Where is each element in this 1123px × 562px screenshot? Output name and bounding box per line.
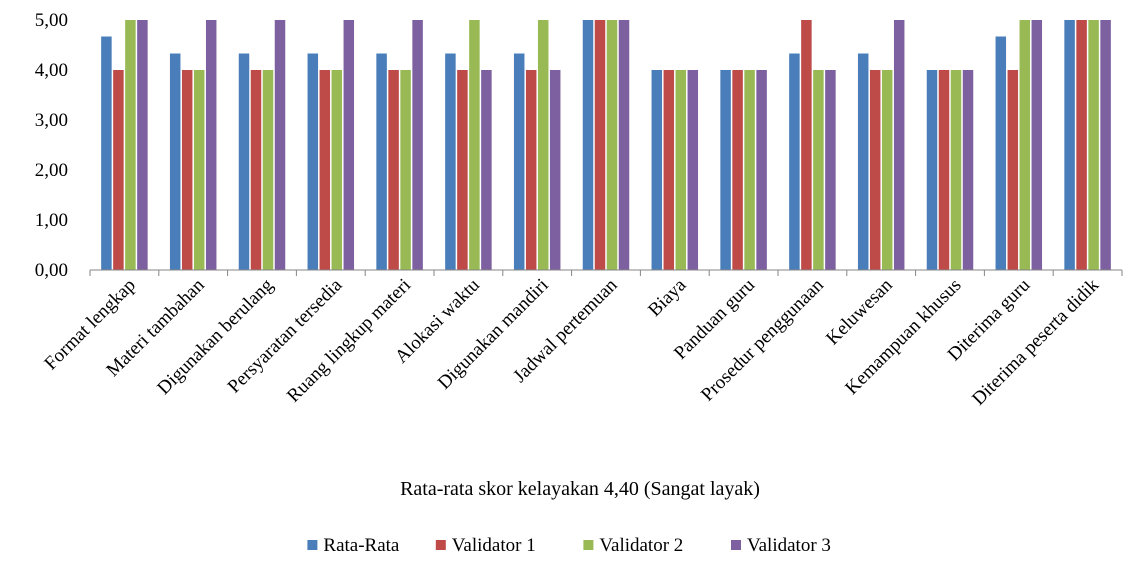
x-category-label: Diterima peserta didik bbox=[968, 274, 1103, 409]
x-category-label: Biaya bbox=[644, 274, 691, 321]
y-tick-label: 5,00 bbox=[35, 10, 68, 31]
bar bbox=[950, 70, 962, 270]
bar bbox=[720, 70, 731, 270]
y-tick-label: 1,00 bbox=[35, 210, 68, 231]
bar bbox=[789, 53, 800, 270]
legend: Rata-Rata Validator 1 Validator 2 Validator… bbox=[307, 535, 831, 556]
x-category-label: Keluwesan bbox=[822, 274, 897, 349]
bar bbox=[400, 70, 411, 270]
bar bbox=[205, 20, 217, 270]
bar bbox=[262, 70, 274, 270]
bar bbox=[1064, 20, 1075, 270]
legend-swatch bbox=[307, 540, 318, 550]
legend-label: Rata-Rata bbox=[323, 535, 400, 556]
x-category-label: Ruang lingkup materi bbox=[283, 275, 415, 407]
bar bbox=[663, 70, 675, 270]
bars bbox=[101, 20, 1111, 270]
bar bbox=[469, 20, 480, 270]
bar bbox=[513, 53, 525, 270]
legend-swatch bbox=[583, 540, 594, 550]
bar bbox=[238, 53, 250, 270]
legend-label: Validator 3 bbox=[747, 535, 831, 556]
y-axis: 0,00 1,00 2,00 3,00 4,00 5,00 bbox=[35, 10, 68, 281]
y-tick-label: 4,00 bbox=[35, 60, 68, 81]
bar bbox=[926, 70, 938, 270]
y-tick-label: 0,00 bbox=[35, 260, 68, 281]
bar bbox=[857, 53, 869, 270]
bar bbox=[274, 20, 286, 270]
bar bbox=[1100, 20, 1111, 270]
bar bbox=[1007, 70, 1019, 270]
bar bbox=[651, 70, 663, 270]
bar bbox=[457, 70, 468, 270]
bar bbox=[594, 20, 606, 270]
bar bbox=[113, 70, 124, 270]
bar bbox=[193, 70, 205, 270]
legend-swatch bbox=[731, 540, 741, 550]
legend-label: Validator 1 bbox=[452, 535, 536, 556]
bar bbox=[319, 70, 331, 270]
bar bbox=[388, 70, 399, 270]
bar bbox=[825, 70, 836, 270]
bar bbox=[606, 20, 618, 270]
bar bbox=[412, 20, 423, 270]
bar bbox=[995, 36, 1007, 270]
legend-label: Validator 2 bbox=[599, 535, 683, 556]
bar bbox=[125, 20, 136, 270]
bar bbox=[343, 20, 355, 270]
bar bbox=[525, 70, 537, 270]
bar bbox=[813, 70, 824, 270]
bar bbox=[331, 70, 343, 270]
bar bbox=[376, 53, 387, 270]
bar bbox=[137, 20, 148, 270]
bar bbox=[801, 20, 812, 270]
x-category-label: Kemampuan khusus bbox=[841, 275, 965, 399]
bar bbox=[618, 20, 630, 270]
bar bbox=[869, 70, 881, 270]
bar bbox=[445, 53, 456, 270]
bar bbox=[732, 70, 743, 270]
bar bbox=[1031, 20, 1043, 270]
bar bbox=[893, 20, 905, 270]
x-category-label: Persyaratan tersedia bbox=[224, 274, 347, 397]
x-category-label: Digunakan berulang bbox=[153, 274, 278, 399]
x-category-label: Prosedur penggunaan bbox=[697, 274, 828, 405]
bar bbox=[181, 70, 193, 270]
bar bbox=[481, 70, 492, 270]
bar bbox=[1076, 20, 1087, 270]
bar bbox=[1019, 20, 1031, 270]
bar bbox=[250, 70, 262, 270]
bar bbox=[744, 70, 755, 270]
bar bbox=[101, 36, 112, 270]
bar bbox=[675, 70, 687, 270]
bar bbox=[537, 20, 549, 270]
bar bbox=[881, 70, 893, 270]
bar bbox=[169, 53, 181, 270]
bar bbox=[687, 70, 699, 270]
bar bbox=[549, 70, 561, 270]
bar bbox=[307, 53, 319, 270]
bar bbox=[938, 70, 950, 270]
bar bbox=[582, 20, 594, 270]
y-tick-label: 2,00 bbox=[35, 160, 68, 181]
bar bbox=[962, 70, 974, 270]
x-axis-label: Rata-rata skor kelayakan 4,40 (Sangat la… bbox=[400, 478, 760, 500]
bar bbox=[756, 70, 767, 270]
legend-swatch bbox=[435, 540, 446, 550]
y-tick-label: 3,00 bbox=[35, 110, 68, 131]
bar bbox=[1088, 20, 1099, 270]
